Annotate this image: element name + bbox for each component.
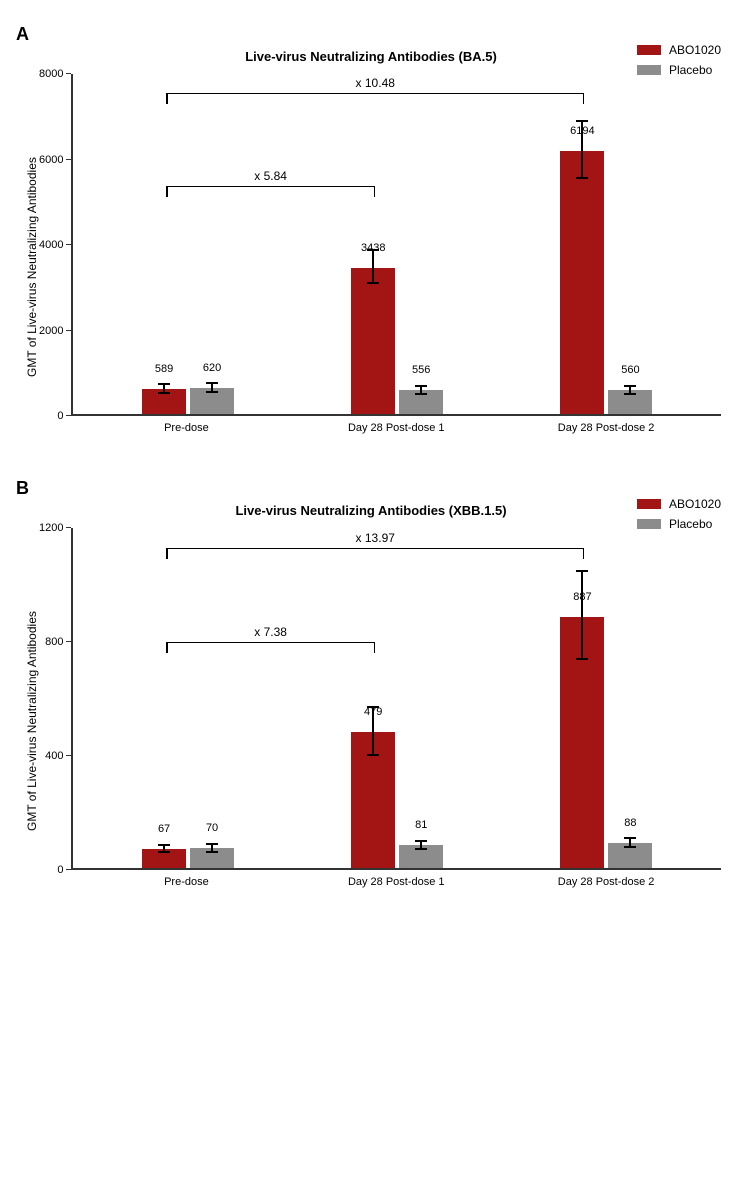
error-cap [415,385,427,387]
error-cap [576,177,588,179]
error-bar [581,121,583,178]
x-category-label: Day 28 Post-dose 1 [291,422,501,434]
bar-value-label: 620 [203,362,221,374]
legend-item: ABO1020 [637,497,721,511]
bar-value-label: 88 [624,817,636,829]
fold-label: x 7.38 [254,625,287,639]
x-category-label: Day 28 Post-dose 2 [501,422,711,434]
bar-value-label: 556 [412,364,430,376]
chart-a-title: Live-virus Neutralizing Antibodies (BA.5… [21,49,721,64]
bar-value-label: 589 [155,363,173,375]
legend-item: ABO1020 [637,43,721,57]
error-cap [624,846,636,848]
error-cap [415,393,427,395]
x-category-label: Pre-dose [81,422,291,434]
bar: 589 [142,389,186,414]
error-cap [367,706,379,708]
chart-a-yaxis: 80006000400020000 [39,74,71,438]
error-bar [372,250,374,283]
chart-b-title: Live-virus Neutralizing Antibodies (XBB.… [21,503,721,518]
error-cap [367,249,379,251]
error-cap [367,754,379,756]
fold-label: x 5.84 [254,169,287,183]
bar-value-label: 67 [158,823,170,835]
bar: 560 [608,390,652,414]
error-cap [576,120,588,122]
bar-group: 6194560 [560,151,652,414]
bar: 620 [190,388,234,414]
fold-bracket: x 13.97 [166,548,584,559]
bar-value-label: 560 [621,364,639,376]
panel-b-label: B [16,478,732,499]
error-cap [158,844,170,846]
error-cap [206,843,218,845]
chart-a-xaxis: Pre-doseDay 28 Post-dose 1Day 28 Post-do… [71,416,721,434]
legend-swatch [637,499,661,509]
fold-label: x 13.97 [356,531,395,545]
bar: 3438 [351,268,395,414]
chart-b-xaxis: Pre-doseDay 28 Post-dose 1Day 28 Post-do… [71,870,721,888]
bar-group: 589620 [142,388,234,414]
chart-a: Live-virus Neutralizing Antibodies (BA.5… [21,49,721,438]
fold-bracket: x 7.38 [166,642,375,653]
bar: 479 [351,732,395,868]
error-cap [415,848,427,850]
bar: 556 [399,390,443,414]
error-cap [576,658,588,660]
error-cap [158,851,170,853]
error-cap [415,840,427,842]
legend-label: ABO1020 [669,497,721,511]
bar: 67 [142,849,186,868]
error-cap [367,282,379,284]
error-cap [206,382,218,384]
x-category-label: Day 28 Post-dose 2 [501,876,711,888]
bar: 81 [399,845,443,868]
error-cap [624,393,636,395]
error-cap [158,383,170,385]
legend-label: ABO1020 [669,43,721,57]
error-cap [624,837,636,839]
bar: 6194 [560,151,604,414]
bar-group: 47981 [351,732,443,868]
bar-value-label: 70 [206,822,218,834]
x-category-label: Pre-dose [81,876,291,888]
error-cap [206,391,218,393]
bar-group: 88788 [560,617,652,868]
chart-a-ylabel: GMT of Live-virus Neutralizing Antibodie… [21,74,39,438]
legend-swatch [637,45,661,55]
error-cap [576,570,588,572]
fold-bracket: x 5.84 [166,186,375,197]
chart-a-plot: 58962034385566194560x 5.84x 10.48 [71,74,721,416]
error-bar [372,707,374,755]
bar-value-label: 81 [415,819,427,831]
error-bar [581,571,583,659]
x-category-label: Day 28 Post-dose 1 [291,876,501,888]
bar-group: 6770 [142,848,234,868]
chart-b-yaxis: 12008004000 [39,528,71,892]
bar-group: 3438556 [351,268,443,414]
panel-a-label: A [16,24,732,45]
bar: 88 [608,843,652,868]
error-cap [158,392,170,394]
fold-label: x 10.48 [356,76,395,90]
fold-bracket: x 10.48 [166,93,584,104]
bar: 70 [190,848,234,868]
bar: 887 [560,617,604,868]
error-cap [206,851,218,853]
error-cap [624,385,636,387]
chart-b: Live-virus Neutralizing Antibodies (XBB.… [21,503,721,892]
chart-b-plot: 67704798188788x 7.38x 13.97 [71,528,721,870]
chart-b-ylabel: GMT of Live-virus Neutralizing Antibodie… [21,528,39,892]
